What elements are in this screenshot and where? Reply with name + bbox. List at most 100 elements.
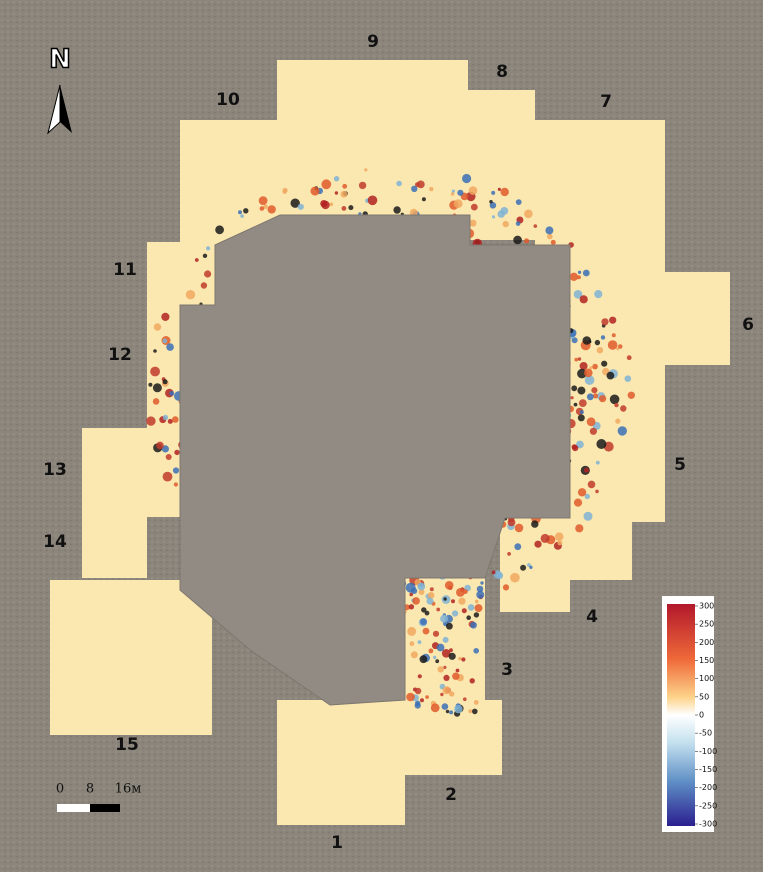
anomaly (393, 206, 400, 213)
anomaly (514, 543, 521, 550)
anomaly (457, 190, 463, 196)
anomaly (430, 587, 434, 591)
scale-segment (90, 804, 120, 812)
anomaly (587, 393, 594, 400)
anomaly (503, 584, 509, 590)
anomaly (480, 581, 483, 584)
anomaly (461, 657, 465, 661)
anomaly (508, 519, 516, 527)
anomaly (449, 653, 456, 660)
anomaly (596, 461, 600, 465)
anomaly (449, 648, 453, 652)
anomaly (463, 589, 468, 594)
anomaly (578, 414, 585, 421)
scale-label: 16м (115, 782, 142, 797)
anomaly (594, 290, 602, 298)
anomaly (469, 186, 478, 195)
survey-area (405, 700, 502, 775)
anomaly (471, 204, 478, 211)
anomaly (524, 210, 533, 219)
anomaly (492, 215, 495, 218)
colorbar-tick-label: -50 (699, 729, 712, 738)
anomaly (458, 657, 461, 660)
zone-label: 12 (108, 345, 132, 365)
anomaly (415, 701, 420, 706)
anomaly (452, 190, 455, 193)
anomaly (608, 340, 618, 350)
anomaly (342, 206, 347, 211)
anomaly (348, 205, 353, 210)
anomaly (433, 656, 436, 659)
anomaly (489, 200, 492, 203)
anomaly (451, 192, 455, 196)
anomaly (169, 391, 174, 396)
anomaly (551, 240, 556, 245)
anomaly (418, 640, 422, 644)
colorbar-tick-label: 150 (699, 656, 714, 665)
anomaly (520, 565, 526, 571)
anomaly (580, 410, 584, 414)
anomaly (440, 615, 448, 623)
anomaly (420, 698, 424, 702)
anomaly (593, 393, 598, 398)
anomaly (203, 254, 207, 258)
anomaly (595, 340, 600, 345)
anomaly (445, 581, 454, 590)
anomaly (454, 705, 462, 713)
zone-label: 5 (674, 455, 686, 475)
anomaly (156, 442, 164, 450)
anomaly (534, 224, 538, 228)
anomaly (466, 615, 471, 620)
anomaly (574, 499, 582, 507)
zone-label: 1 (331, 833, 343, 853)
anomaly (571, 396, 574, 399)
anomaly (473, 648, 479, 654)
anomaly (409, 604, 414, 609)
anomaly (342, 184, 347, 189)
anomaly (491, 191, 495, 195)
anomaly (334, 176, 339, 181)
anomaly (628, 392, 635, 399)
survey-area (82, 428, 147, 578)
anomaly (433, 631, 439, 637)
zone-label: 14 (43, 532, 67, 552)
anomaly (575, 524, 583, 532)
anomaly (610, 395, 620, 405)
anomaly (166, 343, 174, 351)
anomaly (580, 295, 588, 303)
anomaly (195, 258, 199, 262)
anomaly (578, 357, 581, 360)
anomaly (268, 205, 276, 213)
anomaly (154, 323, 161, 330)
anomaly (607, 372, 615, 380)
anomaly (609, 317, 616, 324)
anomaly (580, 362, 588, 370)
north-label: N (49, 45, 71, 75)
anomaly (462, 174, 471, 183)
scale-label: 8 (86, 782, 94, 797)
anomaly (163, 415, 168, 420)
anomaly (595, 490, 599, 494)
anomaly (574, 403, 578, 407)
anomaly (406, 693, 415, 702)
zone-label: 2 (445, 785, 457, 805)
zone-label: 11 (113, 260, 137, 280)
zone-label: 9 (367, 32, 379, 52)
anomaly (163, 472, 173, 482)
anomaly (186, 290, 195, 299)
anomaly (153, 383, 162, 392)
zone-label: 15 (115, 735, 139, 755)
anomaly (298, 204, 304, 210)
anomaly (443, 686, 451, 694)
anomaly (615, 419, 620, 424)
anomaly (577, 387, 585, 395)
anomaly (411, 588, 417, 594)
anomaly (335, 191, 338, 194)
anomaly (150, 367, 160, 377)
anomaly (541, 534, 550, 543)
anomaly (591, 387, 597, 393)
anomaly (534, 541, 541, 548)
anomaly (524, 238, 529, 243)
anomaly (153, 349, 157, 353)
anomaly (163, 339, 168, 344)
